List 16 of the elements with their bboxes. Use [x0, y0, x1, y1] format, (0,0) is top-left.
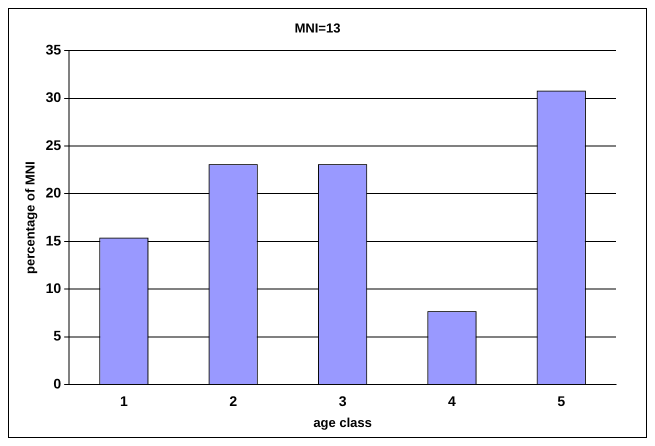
y-axis-title: percentage of MNI	[22, 161, 38, 274]
x-tick-label: 1	[120, 392, 128, 409]
chart-title: MNI=13	[294, 20, 340, 36]
y-tick-label: 20	[46, 184, 62, 201]
x-tick-label: 4	[448, 392, 456, 409]
x-tick-label: 3	[338, 392, 347, 409]
y-tick-label: 30	[46, 89, 62, 106]
y-tick-label: 5	[53, 328, 62, 344]
y-tick-label: 15	[46, 232, 62, 248]
y-tick-label: 25	[46, 136, 62, 153]
x-axis-title: age class	[313, 414, 372, 430]
x-tick-label: 5	[557, 392, 566, 409]
x-tick-label: 2	[229, 392, 238, 409]
y-tick-label: 0	[53, 375, 62, 392]
y-tick-label: 10	[46, 280, 62, 296]
y-tick-label: 35	[46, 41, 62, 58]
